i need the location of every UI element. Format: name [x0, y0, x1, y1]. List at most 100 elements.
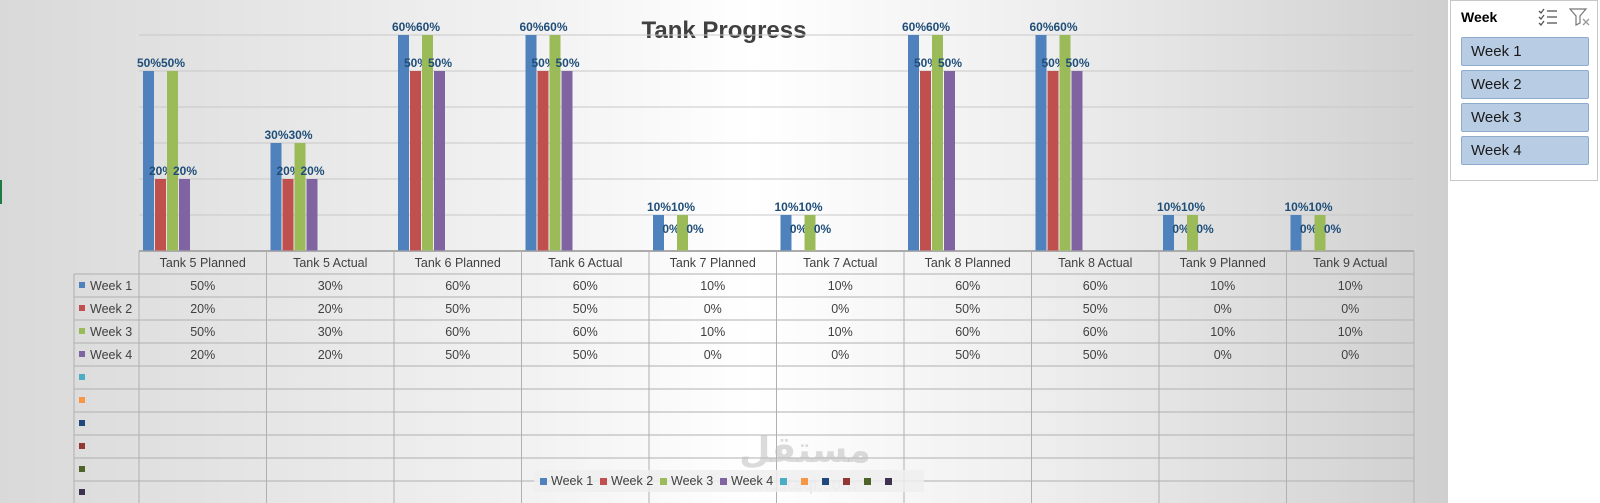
table-row-label: Week 3	[90, 325, 132, 339]
data-label: 0%	[686, 222, 704, 236]
data-label: 30%	[264, 128, 288, 142]
bar-week-2	[537, 71, 549, 251]
data-label: 0%	[1172, 222, 1190, 236]
table-cell: 60%	[573, 325, 598, 339]
slicer-item-week-3[interactable]: Week 3	[1461, 103, 1589, 132]
table-cell: 10%	[1210, 325, 1235, 339]
table-cell: 50%	[1083, 348, 1108, 362]
table-cell: 50%	[955, 302, 980, 316]
data-label: 0%	[662, 222, 680, 236]
table-cell: 10%	[828, 279, 853, 293]
table-row-label: Week 1	[90, 279, 132, 293]
table-header-cell: Tank 5 Planned	[160, 256, 246, 270]
table-cell: 30%	[318, 325, 343, 339]
bar-week-2	[282, 179, 294, 251]
data-label: 60%	[416, 20, 440, 34]
table-cell: 10%	[1338, 279, 1363, 293]
table-cell: 10%	[1210, 279, 1235, 293]
table-cell: 0%	[831, 348, 849, 362]
table-header-cell: Tank 9 Actual	[1313, 256, 1387, 270]
bar-week-2	[410, 71, 421, 251]
data-label: 20%	[173, 164, 197, 178]
data-label: 0%	[1300, 222, 1318, 236]
slicer-title: Week	[1461, 9, 1498, 25]
table-legend-key	[79, 351, 85, 357]
legend-key	[780, 478, 787, 485]
table-header-cell: Tank 7 Planned	[670, 256, 756, 270]
table-cell: 0%	[1214, 302, 1232, 316]
data-label: 60%	[1053, 20, 1077, 34]
table-header-cell: Tank 7 Actual	[803, 256, 877, 270]
data-label: 60%	[392, 20, 416, 34]
table-legend-key	[79, 305, 85, 311]
legend-key	[660, 478, 667, 485]
bar-week-3	[1059, 35, 1071, 251]
bar-week-1	[780, 215, 792, 251]
multi-select-icon[interactable]	[1537, 7, 1559, 27]
table-header-cell: Tank 6 Actual	[548, 256, 622, 270]
table-legend-key	[79, 374, 85, 380]
table-cell: 50%	[573, 348, 598, 362]
table-cell: 60%	[445, 279, 470, 293]
bar-week-3	[294, 143, 306, 251]
data-label: 0%	[814, 222, 832, 236]
bar-week-1	[1290, 215, 1302, 251]
clear-filter-icon[interactable]	[1568, 7, 1591, 27]
bar-week-3	[932, 35, 943, 251]
table-cell: 60%	[445, 325, 470, 339]
table-legend-key	[79, 282, 85, 288]
legend-label: Week 4	[731, 474, 773, 488]
bar-week-3	[1187, 215, 1198, 251]
legend-key	[885, 478, 892, 485]
table-legend-key	[79, 466, 85, 472]
table-cell: 20%	[318, 302, 343, 316]
slicer-item-week-1[interactable]: Week 1	[1461, 37, 1589, 66]
data-label: 60%	[543, 20, 567, 34]
table-cell: 0%	[704, 348, 722, 362]
table-cell: 20%	[190, 348, 215, 362]
data-label: 0%	[1324, 222, 1342, 236]
table-cell: 0%	[1341, 302, 1359, 316]
table-cell: 50%	[190, 279, 215, 293]
table-cell: 60%	[1083, 279, 1108, 293]
table-cell: 50%	[1083, 302, 1108, 316]
data-label: 50%	[137, 56, 161, 70]
legend-key	[540, 478, 547, 485]
table-header-cell: Tank 6 Planned	[415, 256, 501, 270]
slicer-header: Week	[1451, 1, 1597, 33]
table-row-label: Week 4	[90, 348, 132, 362]
slicer-item-week-4[interactable]: Week 4	[1461, 136, 1589, 165]
week-slicer[interactable]: Week Week 1 Week 2	[1450, 0, 1598, 181]
data-label: 20%	[300, 164, 324, 178]
legend-label: Week 2	[611, 474, 653, 488]
data-label: 10%	[798, 200, 822, 214]
bar-week-1	[908, 35, 919, 251]
slicer-item-week-2[interactable]: Week 2	[1461, 70, 1589, 99]
table-cell: 60%	[955, 279, 980, 293]
data-label: 60%	[926, 20, 950, 34]
legend-key	[801, 478, 808, 485]
table-cell: 0%	[831, 302, 849, 316]
watermark-logo: مستقل	[739, 430, 871, 471]
bar-week-3	[1314, 215, 1326, 251]
legend-label: Week 1	[551, 474, 593, 488]
bar-week-4	[306, 179, 318, 251]
data-label: 10%	[1308, 200, 1332, 214]
bar-week-1	[1035, 35, 1047, 251]
table-header-cell: Tank 8 Planned	[925, 256, 1011, 270]
bar-week-3	[422, 35, 433, 251]
data-label: 10%	[1181, 200, 1205, 214]
bar-week-3	[677, 215, 688, 251]
data-label: 60%	[902, 20, 926, 34]
bar-week-4	[434, 71, 445, 251]
legend-key	[843, 478, 850, 485]
table-header-cell: Tank 9 Planned	[1180, 256, 1266, 270]
data-label: 0%	[1196, 222, 1214, 236]
table-cell: 0%	[1214, 348, 1232, 362]
table-cell: 10%	[828, 325, 853, 339]
data-label: 60%	[519, 20, 543, 34]
table-cell: 10%	[1338, 325, 1363, 339]
bar-week-4	[944, 71, 955, 251]
bar-week-1	[653, 215, 664, 251]
sheet-edge-marker	[0, 180, 2, 204]
